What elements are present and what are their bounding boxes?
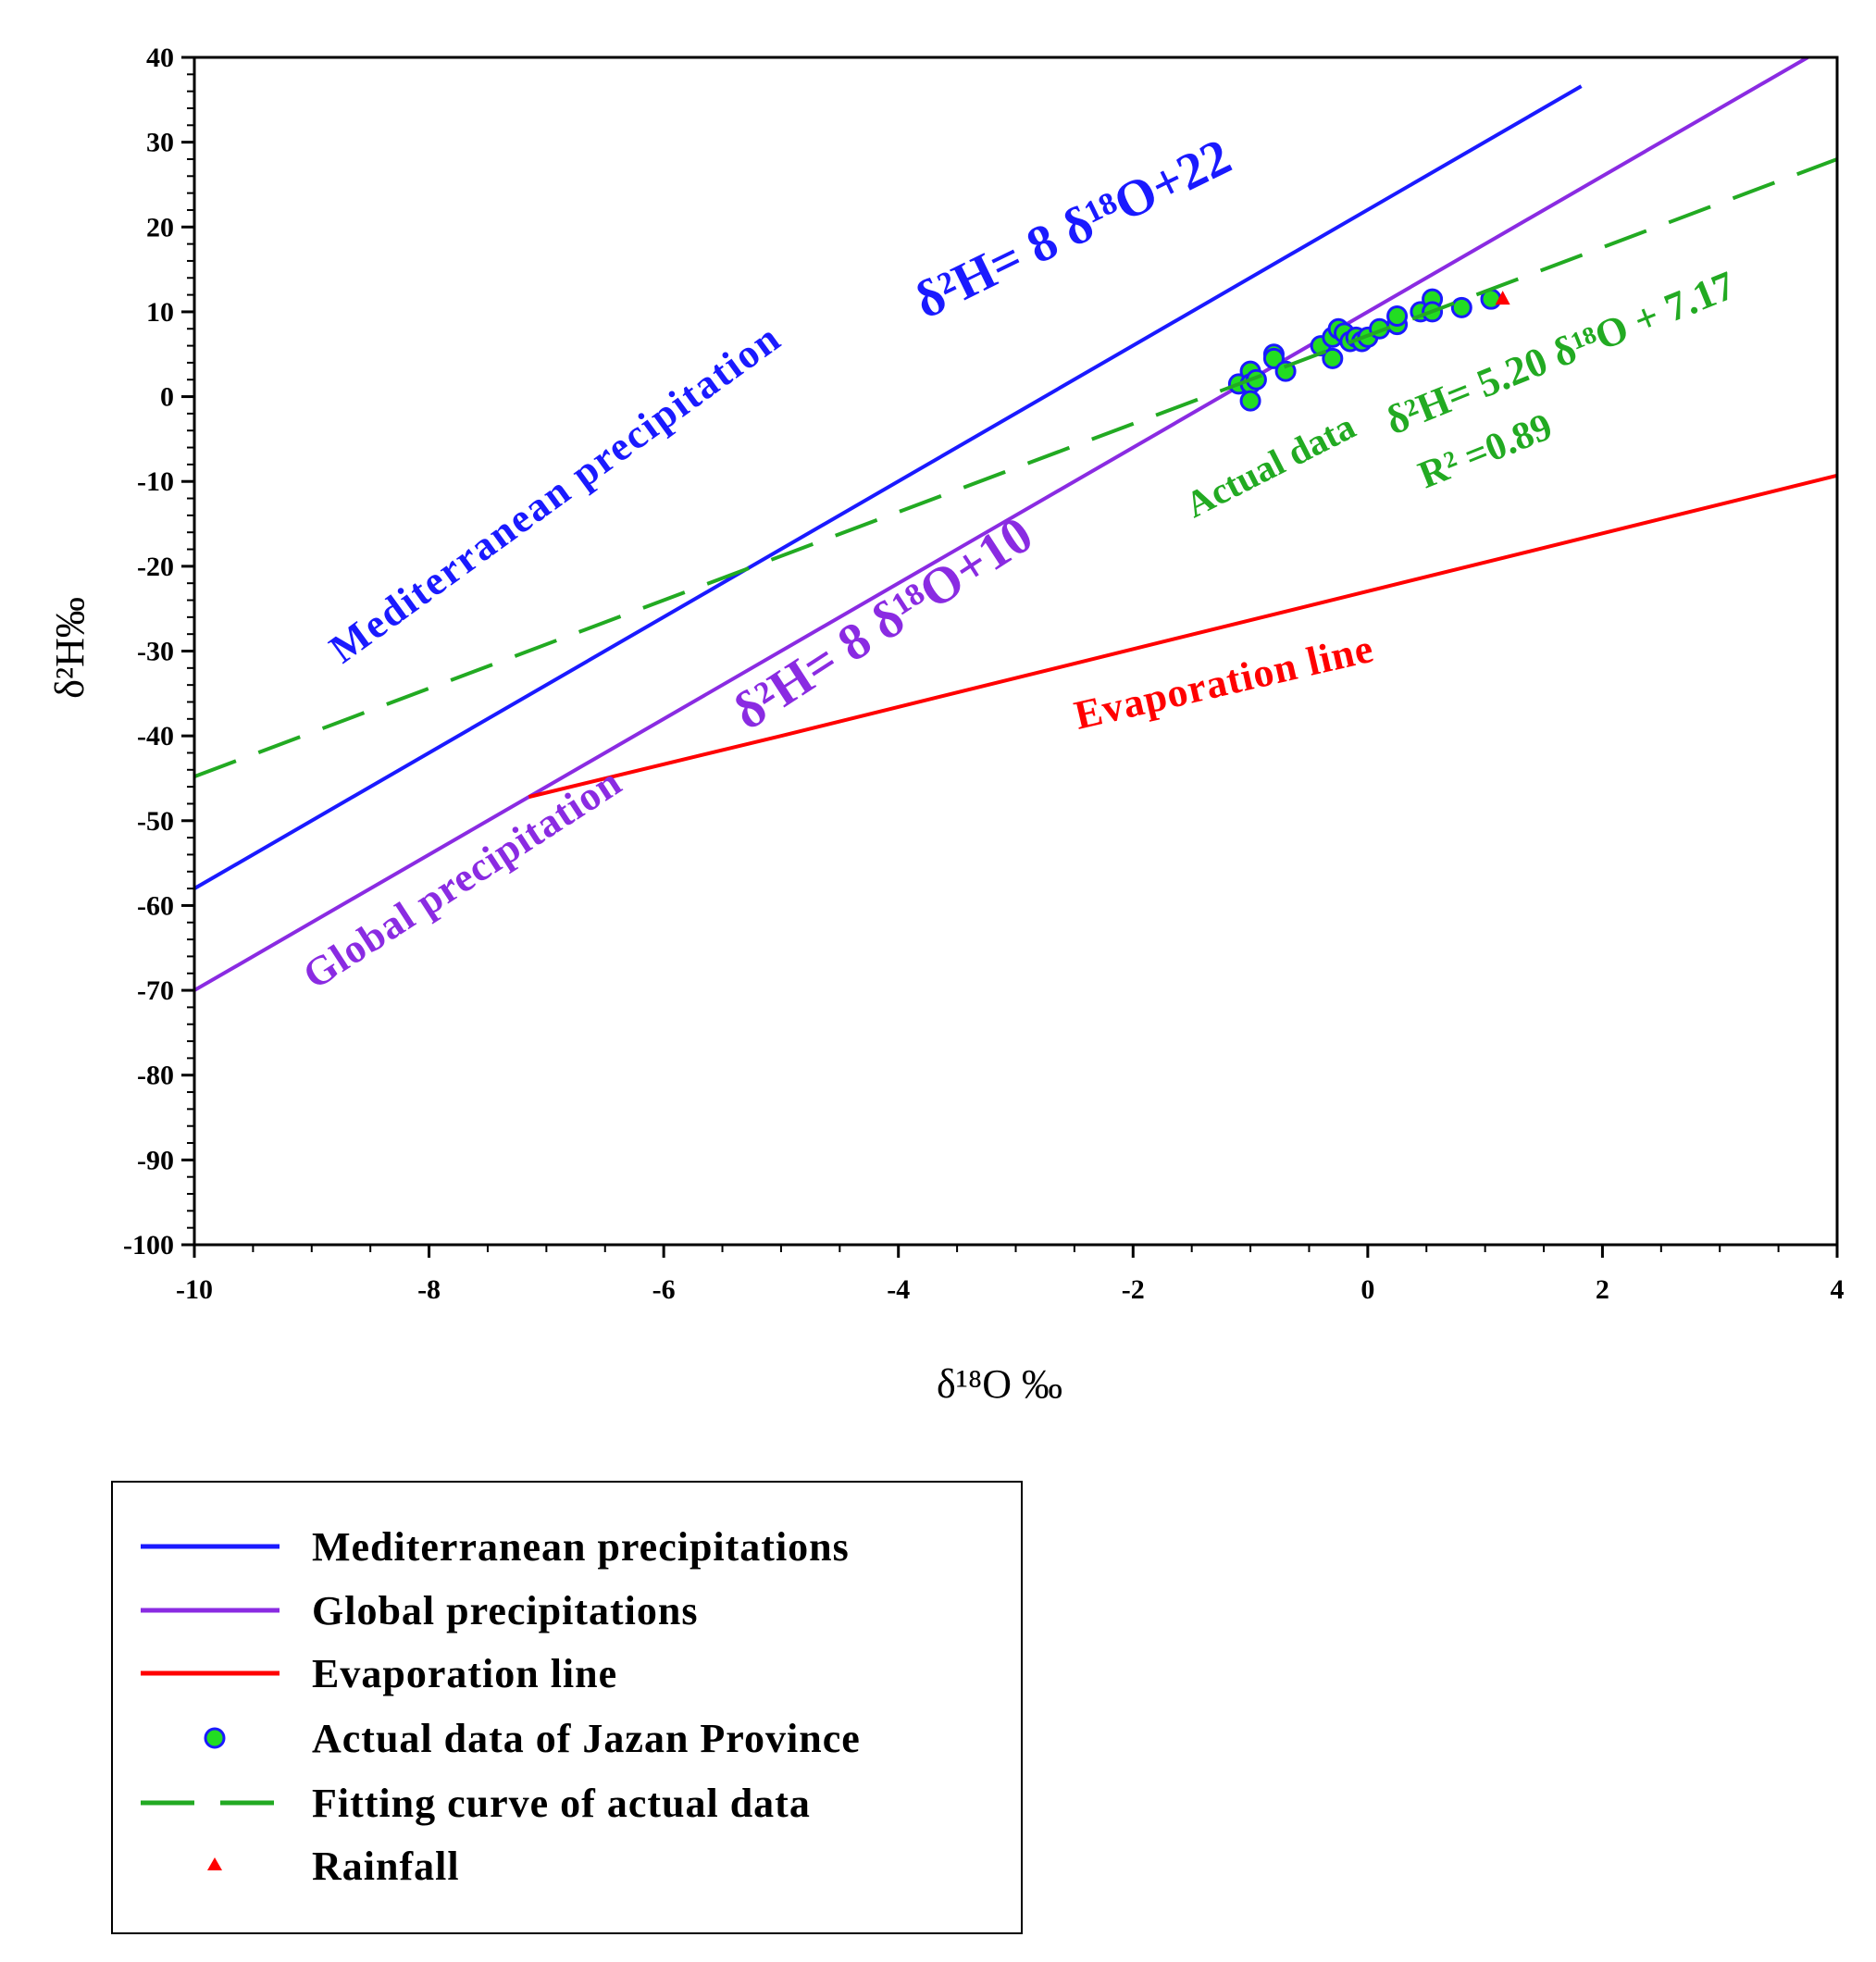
annotation-evaporation-label: Evaporation line (1070, 626, 1378, 739)
y-tick-label: 0 (160, 382, 174, 413)
y-tick-label: 30 (146, 128, 174, 158)
legend-label-fitting-curve: Fitting curve of actual data (312, 1781, 811, 1826)
legend-label-global: Global precipitations (312, 1588, 699, 1633)
annotation-mediterranean-label: Mediterranean precipitation (321, 315, 789, 672)
x-tick-label: 0 (1360, 1274, 1374, 1305)
y-tick-label: -100 (123, 1230, 174, 1260)
series-line-fitting-curve-of-actual-data (194, 157, 1837, 779)
y-tick-label: 40 (146, 43, 174, 73)
legend-line-purple (141, 1608, 280, 1613)
legend-label-rainfall: Rainfall (312, 1844, 460, 1889)
series-line-global-precipitations (194, 57, 1809, 992)
series-line-mediterranean-precipitations (194, 84, 1583, 890)
legend-entry-mediterranean: Mediterranean precipitations (113, 1518, 1020, 1575)
y-tick-label: -60 (137, 890, 174, 921)
legend-label-mediterranean: Mediterranean precipitations (312, 1524, 850, 1570)
legend: Mediterranean precipitations Global prec… (111, 1481, 1023, 1934)
annotation-actual-label: Actual data (1179, 405, 1362, 526)
y-tick-label: -70 (137, 975, 174, 1006)
y-axis-title: δ²H‰ (47, 597, 93, 699)
x-tick-label: -10 (176, 1274, 213, 1305)
legend-marker-circle (204, 1727, 226, 1749)
data-point (1322, 347, 1344, 369)
series-line-evaporation-line (528, 473, 1837, 800)
data-point (1386, 305, 1409, 328)
legend-entry-rainfall: Rainfall (113, 1837, 1020, 1894)
y-tick-label: -10 (137, 466, 174, 497)
legend-marker-triangle (207, 1857, 222, 1870)
legend-entry-actual-data: Actual data of Jazan Province (113, 1709, 1020, 1767)
isotope-chart: -10 -8 -6 -4 -2 0 2 4403020100-10-20-30-40-50-6… (47, 43, 1845, 1407)
y-tick-label: -40 (137, 721, 174, 751)
legend-line-red (141, 1670, 280, 1676)
data-point (1239, 390, 1261, 412)
legend-entry-evaporation: Evaporation line (113, 1645, 1020, 1702)
x-tick-label: -2 (1122, 1274, 1145, 1305)
rainfall-marker (1495, 291, 1510, 305)
data-point (1262, 347, 1285, 369)
x-tick-label: 4 (1831, 1274, 1845, 1305)
y-tick-label: 20 (146, 212, 174, 242)
y-tick-label: -20 (137, 552, 174, 582)
y-tick-label: -50 (137, 806, 174, 837)
legend-line-green-dashed (141, 1800, 280, 1806)
y-tick-label: 10 (146, 297, 174, 328)
x-tick-label: 2 (1596, 1274, 1609, 1305)
legend-entry-global: Global precipitations (113, 1582, 1020, 1639)
y-tick-label: -30 (137, 637, 174, 667)
legend-line-blue (141, 1544, 280, 1549)
x-tick-label: -8 (417, 1274, 441, 1305)
legend-label-actual-data: Actual data of Jazan Province (312, 1716, 861, 1761)
y-tick-label: -80 (137, 1061, 174, 1091)
legend-entry-fitting-curve: Fitting curve of actual data (113, 1774, 1020, 1832)
y-tick-label: -90 (137, 1145, 174, 1175)
annotation-global-label: Global precipitation (295, 759, 630, 999)
annotation-global-equation: δ²H= 8 δ¹⁸O+10 (723, 506, 1042, 741)
legend-label-evaporation: Evaporation line (312, 1651, 618, 1696)
annotation-mediterranean-equation: δ²H= 8 δ¹⁸O+22 (906, 128, 1240, 330)
x-tick-label: -6 (652, 1274, 676, 1305)
x-axis-title: δ¹⁸O ‰ (937, 1361, 1062, 1407)
data-point (1450, 296, 1472, 318)
x-tick-label: -4 (887, 1274, 910, 1305)
